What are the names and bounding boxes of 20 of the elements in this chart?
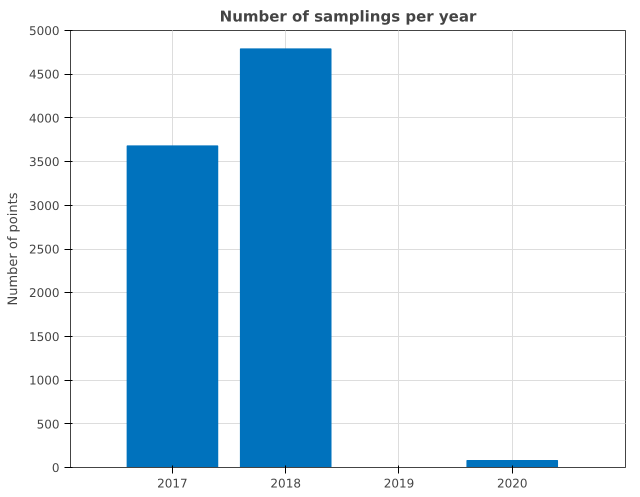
y-tick-label: 2500 [28,242,60,256]
x-tick-label: 2019 [384,476,414,490]
y-tick-label: 5000 [28,24,60,38]
y-tick-label: 0 [52,461,60,475]
y-tick-label: 2000 [28,286,60,300]
y-tick-label: 1500 [28,330,60,344]
bar [240,48,332,468]
x-tick-label: 2017 [157,476,188,490]
y-tick-label: 3500 [28,155,60,170]
bar [126,145,218,468]
chart-title: Number of samplings per year [220,8,477,26]
y-tick-label: 3000 [28,198,60,213]
x-tick-label: 2018 [270,476,301,490]
y-tick-label: 4500 [28,68,60,82]
bar [466,460,558,468]
y-tick-label: 500 [36,417,60,432]
y-axis-title: Number of points [6,192,21,306]
x-tick-label: 2020 [496,476,528,490]
y-tick-label: 1000 [28,374,60,388]
y-tick-label: 4000 [28,111,60,126]
